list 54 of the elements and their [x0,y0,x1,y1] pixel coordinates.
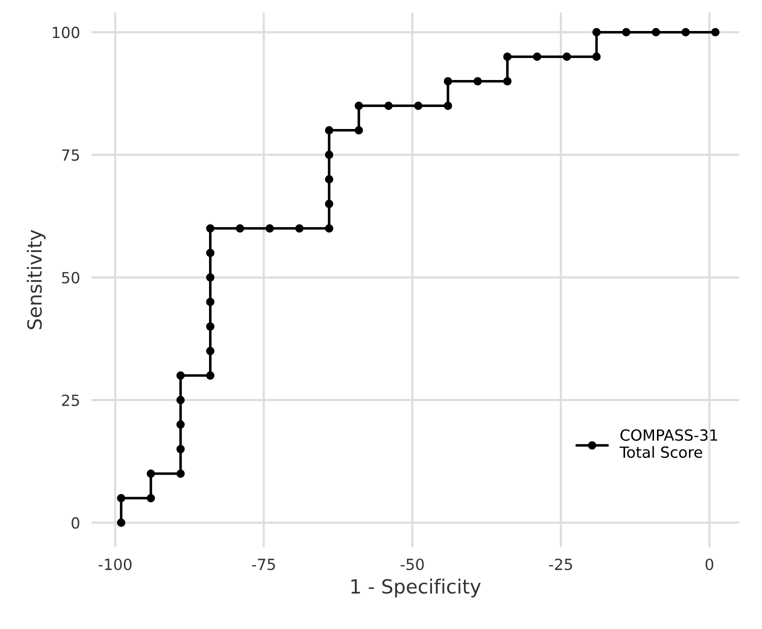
point [532,52,542,61]
point [652,28,660,36]
point [324,224,334,233]
point [206,273,214,282]
point [116,494,126,502]
y-tick-label: 75 [62,149,79,161]
x-tick-label: -50 [400,558,424,570]
x-tick-label: -75 [252,558,275,570]
point [176,444,185,454]
point [592,28,601,36]
y-tick-label: 100 [52,26,80,38]
point [474,77,482,86]
point [176,469,185,478]
point [116,518,126,527]
point [236,224,244,233]
point [444,77,452,86]
point [146,469,156,478]
point [206,322,214,331]
point [206,298,214,306]
y-tick-label: 50 [62,272,80,284]
point [324,126,334,134]
point [176,420,185,429]
point [206,248,214,258]
point [266,224,274,233]
point [146,494,156,502]
point [681,28,690,36]
point [206,371,214,380]
point [444,102,452,110]
point [414,102,422,110]
legend-label: COMPASS-31 Total Score [620,429,718,458]
x-tick-label: 0 [706,558,714,570]
point [354,102,364,110]
point [324,175,334,184]
point [592,52,601,61]
point [384,102,393,110]
point [176,371,185,380]
point [711,28,720,36]
point [562,52,571,61]
point [324,200,334,208]
point [295,224,304,233]
y-tick-label: 25 [62,394,79,406]
x-tick-label: -25 [549,558,572,570]
point [354,126,364,134]
y-axis-title: Sensitivity [26,230,46,330]
point [503,52,512,61]
x-tick-label: -100 [98,558,132,570]
point [622,28,630,36]
point [324,150,334,159]
point [206,224,214,233]
y-tick-label: 0 [72,517,80,529]
x-axis-title: 1 - Specificity [351,578,481,598]
point [206,346,214,356]
point [176,396,185,404]
point [503,77,512,86]
